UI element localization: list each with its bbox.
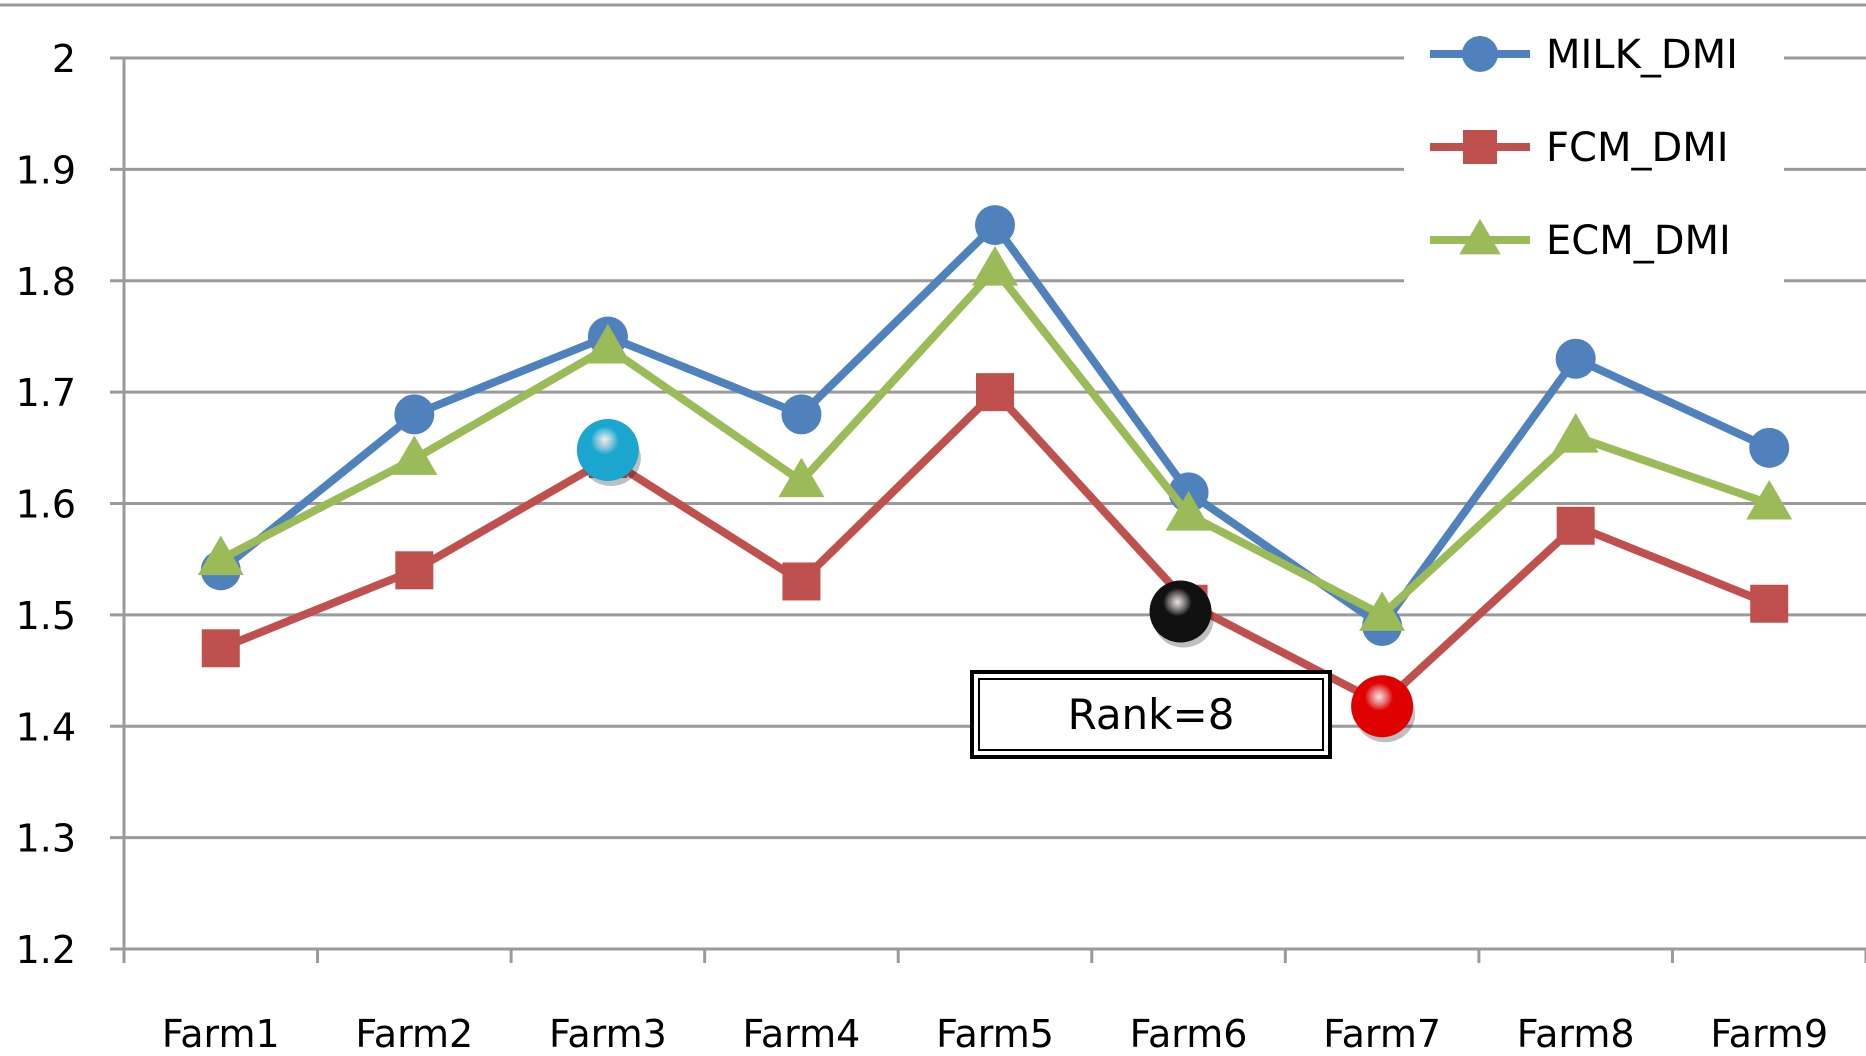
point-fcm-dmi-farm2 — [395, 551, 434, 590]
point-fcm-dmi-farm9 — [1750, 584, 1789, 623]
legend-item-milk-dmi: MILK_DMI — [1430, 32, 1738, 78]
point-ecm-dmi-farm2 — [391, 435, 438, 475]
point-milk-dmi-farm2 — [394, 394, 435, 435]
y-tick-label: 1.8 — [16, 260, 76, 304]
point-ecm-dmi-farm1 — [197, 535, 244, 576]
x-tick-label: Farm1 — [162, 1012, 280, 1056]
y-tick-label: 1.7 — [16, 371, 76, 415]
series-ecm-dmi — [197, 246, 1793, 631]
point-ecm-dmi-farm7 — [1359, 591, 1406, 631]
point-fcm-dmi-farm5 — [976, 373, 1014, 412]
annotation-box-inner — [978, 678, 1324, 751]
legend-marker-ecm-dmi — [1459, 218, 1501, 255]
legend-marker-fcm-dmi — [1463, 130, 1497, 164]
highlight-marker-farm6 — [1149, 580, 1212, 643]
legend: MILK_DMI FCM_DMI ECM_DMI — [1404, 14, 1784, 286]
annotation-text: Rank=8 — [1068, 690, 1235, 739]
legend-item-ecm-dmi: ECM_DMI — [1430, 218, 1731, 264]
y-tick-label: 1.9 — [16, 148, 76, 192]
y-tick-label: 1.4 — [16, 705, 76, 749]
x-tick-label: Farm7 — [1323, 1012, 1441, 1056]
highlight-marker-farm3 — [576, 419, 639, 482]
point-ecm-dmi-farm9 — [1746, 479, 1793, 520]
point-ecm-dmi-farm3 — [584, 324, 631, 364]
y-tick-label: 1.2 — [16, 928, 76, 972]
legend-marker-milk-dmi — [1462, 36, 1498, 72]
x-tick-label: Farm9 — [1710, 1012, 1828, 1056]
highlight-markers — [576, 419, 1416, 743]
legend-label-fcm-dmi: FCM_DMI — [1546, 125, 1729, 171]
axes — [110, 56, 1866, 963]
point-fcm-dmi-farm4 — [782, 562, 821, 601]
x-tick-label: Farm8 — [1517, 1012, 1635, 1056]
x-tick-label: Farm5 — [936, 1012, 1054, 1056]
rank-annotation: Rank=8 — [970, 670, 1332, 759]
x-tick-label: Farm3 — [549, 1012, 667, 1056]
point-ecm-dmi-farm8 — [1552, 413, 1599, 453]
y-tick-label: 2 — [52, 37, 76, 81]
legend-label-ecm-dmi: ECM_DMI — [1546, 218, 1731, 264]
x-tick-labels: Farm1 Farm2 Farm3 Farm4 Farm5 Farm6 Farm7 Farm8… — [162, 1012, 1828, 1056]
highlight-marker-farm7 — [1351, 675, 1414, 738]
x-tick-label: Farm6 — [1130, 1012, 1248, 1056]
y-tick-label: 1.5 — [16, 594, 76, 638]
x-tick-label: Farm2 — [355, 1012, 473, 1056]
y-tick-labels: 1.2 1.3 1.4 1.5 1.6 1.7 1.8 1.9 2 — [16, 37, 76, 972]
series-layer — [197, 205, 1793, 723]
point-milk-dmi-farm4 — [781, 394, 822, 435]
point-ecm-dmi-farm4 — [778, 457, 825, 498]
y-tick-label: 1.6 — [16, 483, 76, 527]
point-ecm-dmi-farm5 — [972, 246, 1018, 286]
point-milk-dmi-farm5 — [975, 205, 1015, 246]
x-tick-label: Farm4 — [743, 1012, 861, 1056]
legend-label-milk-dmi: MILK_DMI — [1546, 32, 1738, 78]
y-tick-label: 1.3 — [16, 817, 76, 861]
legend-item-fcm-dmi: FCM_DMI — [1430, 125, 1729, 171]
annotation-box-outer — [970, 670, 1332, 759]
point-fcm-dmi-farm1 — [201, 629, 240, 668]
point-milk-dmi-farm9 — [1749, 427, 1790, 468]
point-fcm-dmi-farm8 — [1556, 506, 1595, 545]
point-ecm-dmi-farm6 — [1165, 491, 1212, 531]
point-milk-dmi-farm8 — [1555, 338, 1596, 379]
